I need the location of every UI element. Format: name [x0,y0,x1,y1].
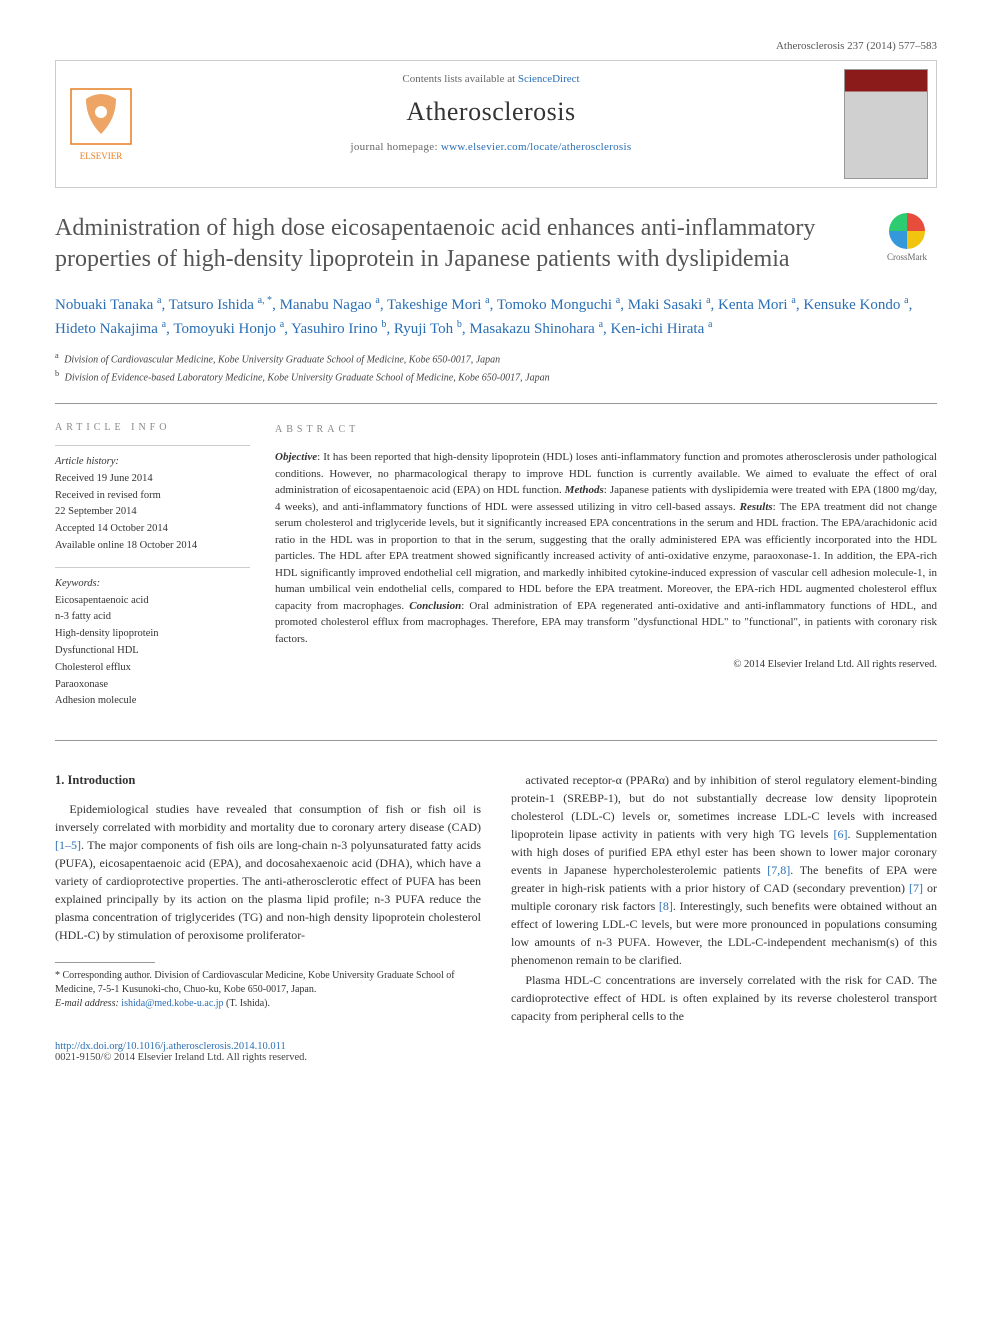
svg-text:ELSEVIER: ELSEVIER [80,151,123,161]
conclusion-label: Conclusion [409,600,461,612]
contents-available-line: Contents lists available at ScienceDirec… [156,73,826,85]
citation-line: Atherosclerosis 237 (2014) 577–583 [55,40,937,52]
journal-name: Atherosclerosis [156,97,826,127]
results-text: : The EPA treatment did not change serum… [275,501,937,612]
abstract: ABSTRACT Objective: It has been reported… [275,422,937,722]
article-title: Administration of high dose eicosapentae… [55,213,857,275]
body-columns: 1. Introduction Epidemiological studies … [55,771,937,1027]
ref-1-5[interactable]: [1–5] [55,838,81,852]
affiliation-a-text: Division of Cardiovascular Medicine, Kob… [64,355,500,366]
ref-7[interactable]: [7] [909,881,923,895]
keyword: Adhesion molecule [55,693,250,710]
email-link[interactable]: ishida@med.kobe-u.ac.jp [121,998,223,1009]
intro-p3: Plasma HDL-C concentrations are inversel… [511,971,937,1025]
footnote-corr: * Corresponding author. Division of Card… [55,969,481,997]
keywords-section: Keywords: Eicosapentaenoic acidn-3 fatty… [55,567,250,710]
title-row: Administration of high dose eicosapentae… [55,213,937,275]
homepage-link[interactable]: www.elsevier.com/locate/atherosclerosis [441,141,632,153]
abstract-heading: ABSTRACT [275,422,937,437]
keyword: Cholesterol efflux [55,660,250,677]
authors-list: Nobuaki Tanaka a, Tatsuro Ishida a, *, M… [55,293,937,340]
journal-cover-box [836,61,936,187]
info-abstract-row: ARTICLE INFO Article history: Received 1… [55,403,937,741]
ref-7-8[interactable]: [7,8] [767,863,790,877]
footnote-separator [55,962,155,963]
corresponding-author-footnote: * Corresponding author. Division of Card… [55,969,481,1011]
footnote-email-line: E-mail address: ishida@med.kobe-u.ac.jp … [55,997,481,1011]
intro-p1b: . The major components of fish oils are … [55,838,481,942]
elsevier-logo-icon: ELSEVIER [66,84,136,164]
homepage-line: journal homepage: www.elsevier.com/locat… [156,141,826,153]
ref-8[interactable]: [8] [659,899,673,913]
abstract-body: Objective: It has been reported that hig… [275,449,937,647]
journal-cover-icon [844,69,928,179]
column-right: activated receptor-α (PPARα) and by inhi… [511,771,937,1027]
affiliation-b: b Division of Evidence-based Laboratory … [55,368,937,385]
publisher-logo-box: ELSEVIER [56,61,146,187]
intro-heading: 1. Introduction [55,771,481,790]
homepage-prefix: journal homepage: [351,141,441,153]
keyword: n-3 fatty acid [55,609,250,626]
crossmark-badge[interactable]: CrossMark [877,213,937,262]
abstract-copyright: © 2014 Elsevier Ireland Ltd. All rights … [275,657,937,673]
keyword: Dysfunctional HDL [55,643,250,660]
history-line: Received 19 June 2014 [55,471,250,488]
journal-header: ELSEVIER Contents lists available at Sci… [55,60,937,188]
affiliation-b-text: Division of Evidence-based Laboratory Me… [65,372,550,383]
article-info-heading: ARTICLE INFO [55,422,250,433]
history-line: 22 September 2014 [55,504,250,521]
history-label: Article history: [55,454,250,471]
header-center: Contents lists available at ScienceDirec… [146,61,836,187]
results-label: Results [740,501,773,513]
sciencedirect-link[interactable]: ScienceDirect [518,73,580,85]
affiliations: a Division of Cardiovascular Medicine, K… [55,350,937,385]
email-label: E-mail address: [55,998,121,1009]
intro-p1: Epidemiological studies have revealed th… [55,800,481,944]
history-line: Received in revised form [55,488,250,505]
page-container: Atherosclerosis 237 (2014) 577–583 ELSEV… [0,0,992,1093]
email-suffix: (T. Ishida). [224,998,270,1009]
article-info: ARTICLE INFO Article history: Received 1… [55,422,275,722]
keyword: High-density lipoprotein [55,626,250,643]
keywords-label: Keywords: [55,576,250,593]
issn-line: 0021-9150/© 2014 Elsevier Ireland Ltd. A… [55,1052,937,1063]
intro-p2: activated receptor-α (PPARα) and by inhi… [511,771,937,969]
objective-label: Objective [275,451,317,463]
methods-label: Methods [565,484,604,496]
keyword: Paraoxonase [55,677,250,694]
ref-6[interactable]: [6] [834,827,848,841]
doi-line: http://dx.doi.org/10.1016/j.atherosclero… [55,1041,937,1052]
doi-link[interactable]: http://dx.doi.org/10.1016/j.atherosclero… [55,1041,286,1052]
history-line: Available online 18 October 2014 [55,538,250,555]
history-line: Accepted 14 October 2014 [55,521,250,538]
keyword: Eicosapentaenoic acid [55,593,250,610]
contents-prefix: Contents lists available at [402,73,517,85]
column-left: 1. Introduction Epidemiological studies … [55,771,481,1027]
affiliation-a: a Division of Cardiovascular Medicine, K… [55,350,937,367]
article-history: Article history: Received 19 June 2014Re… [55,445,250,555]
crossmark-label: CrossMark [887,252,927,262]
intro-p1a: Epidemiological studies have revealed th… [55,802,481,834]
crossmark-icon [889,213,925,249]
